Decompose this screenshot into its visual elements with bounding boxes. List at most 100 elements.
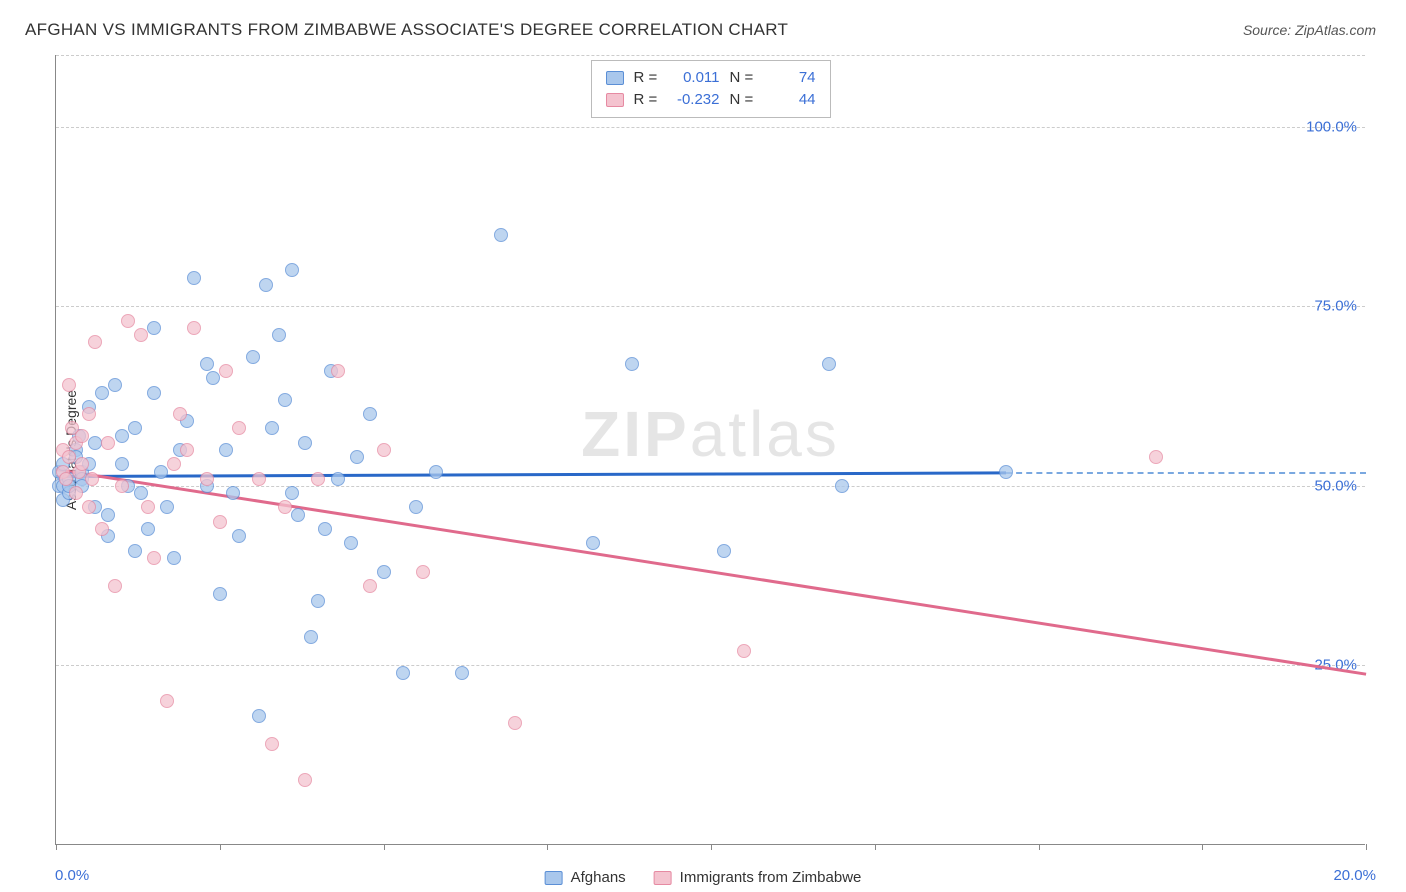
- data-point: [82, 500, 96, 514]
- legend-text-zimbabwe: Immigrants from Zimbabwe: [680, 869, 862, 886]
- data-point: [213, 587, 227, 601]
- data-point: [331, 364, 345, 378]
- x-tick: [384, 844, 385, 850]
- data-point: [999, 465, 1013, 479]
- data-point: [128, 544, 142, 558]
- data-point: [180, 443, 194, 457]
- data-point: [62, 450, 76, 464]
- data-point: [278, 500, 292, 514]
- data-point: [737, 644, 751, 658]
- data-point: [187, 321, 201, 335]
- data-point: [160, 694, 174, 708]
- data-point: [265, 737, 279, 751]
- data-point: [331, 472, 345, 486]
- data-point: [508, 716, 522, 730]
- data-point: [252, 472, 266, 486]
- data-point: [62, 378, 76, 392]
- x-tick: [1366, 844, 1367, 850]
- legend-item-afghans: Afghans: [545, 869, 626, 886]
- gridline: [56, 127, 1365, 128]
- data-point: [115, 479, 129, 493]
- data-point: [377, 565, 391, 579]
- x-axis-max-label: 20.0%: [1333, 867, 1376, 884]
- data-point: [141, 500, 155, 514]
- legend-item-zimbabwe: Immigrants from Zimbabwe: [654, 869, 862, 886]
- data-point: [1149, 450, 1163, 464]
- data-point: [363, 579, 377, 593]
- data-point: [265, 421, 279, 435]
- y-tick-label: 50.0%: [1314, 477, 1357, 494]
- x-tick: [56, 844, 57, 850]
- data-point: [272, 328, 286, 342]
- data-point: [75, 457, 89, 471]
- x-tick: [1202, 844, 1203, 850]
- trend-line: [1006, 472, 1366, 474]
- data-point: [154, 465, 168, 479]
- data-point: [115, 429, 129, 443]
- data-point: [200, 357, 214, 371]
- data-point: [141, 522, 155, 536]
- data-point: [200, 472, 214, 486]
- data-point: [219, 443, 233, 457]
- data-point: [134, 328, 148, 342]
- data-point: [101, 508, 115, 522]
- data-point: [95, 386, 109, 400]
- data-point: [101, 436, 115, 450]
- data-point: [147, 551, 161, 565]
- data-point: [363, 407, 377, 421]
- data-point: [95, 522, 109, 536]
- x-tick: [875, 844, 876, 850]
- data-point: [232, 529, 246, 543]
- data-point: [318, 522, 332, 536]
- x-tick: [711, 844, 712, 850]
- data-point: [88, 335, 102, 349]
- plot-layer: 25.0%50.0%75.0%100.0%: [56, 55, 1365, 844]
- data-point: [285, 486, 299, 500]
- gridline: [56, 665, 1365, 666]
- x-tick: [1039, 844, 1040, 850]
- data-point: [311, 472, 325, 486]
- data-point: [82, 407, 96, 421]
- y-tick-label: 75.0%: [1314, 298, 1357, 315]
- data-point: [822, 357, 836, 371]
- data-point: [278, 393, 292, 407]
- data-point: [252, 709, 266, 723]
- data-point: [187, 271, 201, 285]
- gridline: [56, 486, 1365, 487]
- data-point: [416, 565, 430, 579]
- legend-swatch-blue-icon: [545, 871, 563, 885]
- data-point: [304, 630, 318, 644]
- data-point: [108, 378, 122, 392]
- data-point: [134, 486, 148, 500]
- data-point: [173, 407, 187, 421]
- data-point: [226, 486, 240, 500]
- data-point: [350, 450, 364, 464]
- data-point: [717, 544, 731, 558]
- data-point: [586, 536, 600, 550]
- data-point: [88, 436, 102, 450]
- x-axis-min-label: 0.0%: [55, 867, 89, 884]
- data-point: [167, 457, 181, 471]
- data-point: [75, 429, 89, 443]
- data-point: [298, 436, 312, 450]
- legend-swatch-pink-icon: [654, 871, 672, 885]
- chart-title: AFGHAN VS IMMIGRANTS FROM ZIMBABWE ASSOC…: [25, 20, 788, 40]
- data-point: [167, 551, 181, 565]
- data-point: [108, 579, 122, 593]
- data-point: [298, 773, 312, 787]
- data-point: [835, 479, 849, 493]
- data-point: [115, 457, 129, 471]
- data-point: [311, 594, 325, 608]
- gridline: [56, 55, 1365, 56]
- data-point: [455, 666, 469, 680]
- gridline: [56, 306, 1365, 307]
- bottom-legend: Afghans Immigrants from Zimbabwe: [545, 869, 862, 886]
- data-point: [147, 386, 161, 400]
- data-point: [206, 371, 220, 385]
- data-point: [625, 357, 639, 371]
- x-tick: [220, 844, 221, 850]
- data-point: [429, 465, 443, 479]
- trend-line: [56, 472, 1006, 478]
- data-point: [160, 500, 174, 514]
- data-point: [85, 472, 99, 486]
